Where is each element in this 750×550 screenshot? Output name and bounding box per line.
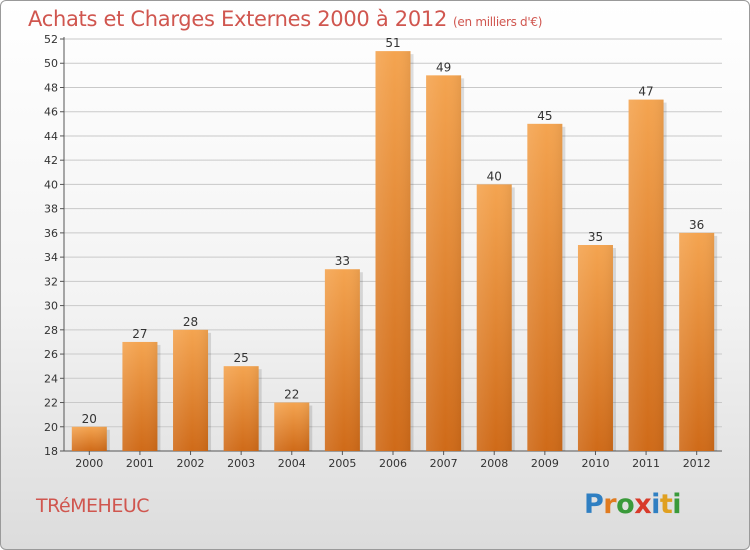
bar-shine [122,341,158,451]
bar-value-label: 40 [487,169,502,183]
bar-value-label: 35 [588,230,603,244]
y-tick-label: 40 [44,178,58,191]
logo-letter: r [603,489,617,520]
x-tick-label: 2011 [632,457,660,470]
bar-value-label: 27 [132,327,147,341]
y-tick-label: 30 [44,300,58,313]
bar-shine [324,269,360,451]
bar-shine [679,232,715,451]
bar-value-label: 22 [284,388,299,402]
commune-name: TRéMEHEUC [36,495,150,517]
x-tick-label: 2010 [581,457,609,470]
bar-value-label: 49 [436,60,451,74]
bar-shine [223,366,259,451]
bar-value-label: 47 [638,85,653,99]
y-tick-label: 32 [44,275,58,288]
bar-value-label: 33 [335,254,350,268]
x-tick-label: 2000 [75,457,103,470]
y-tick-label: 50 [44,57,58,70]
x-tick-label: 2008 [480,457,508,470]
chart-subtitle: (en milliers d'€) [453,15,543,29]
y-tick-label: 42 [44,154,58,167]
chart-title-text: Achats et Charges Externes 2000 à 2012 [28,7,448,31]
x-tick-label: 2006 [379,457,407,470]
bar-shine [71,426,107,451]
y-tick-label: 24 [44,372,58,385]
y-tick-label: 52 [44,33,58,46]
y-tick-label: 20 [44,421,58,434]
bar-shine [476,184,512,452]
bar-shine [173,329,209,451]
y-tick-label: 38 [44,203,58,216]
chart-title: Achats et Charges Externes 2000 à 2012 (e… [28,7,542,31]
labels: 18 20 22 24 26 28 30 32 34 36 38 40 42 44 46 48 50 52 20 20… [44,33,711,470]
bar-shine [628,99,664,452]
logo-letter: i [672,489,682,520]
bar-value-label: 36 [689,218,704,232]
x-tick-label: 2001 [126,457,154,470]
bars [71,51,718,452]
x-tick-label: 2005 [328,457,356,470]
x-tick-label: 2004 [278,457,306,470]
bar-shine [527,123,563,451]
y-tick-label: 34 [44,251,58,264]
x-tick-label: 2009 [531,457,559,470]
bar-shine [274,402,310,451]
y-tick-label: 44 [44,130,58,143]
y-tick-label: 26 [44,348,58,361]
x-tick-label: 2002 [177,457,205,470]
proxiti-logo[interactable]: Proxiti [584,489,682,520]
y-tick-label: 18 [44,445,58,458]
y-tick-label: 36 [44,227,58,240]
x-tick-label: 2003 [227,457,255,470]
logo-letter: o [616,489,635,520]
x-tick-label: 2012 [683,457,711,470]
logo-letter: i [651,489,660,520]
x-tick-label: 2007 [430,457,458,470]
y-tick-label: 46 [44,106,58,119]
bar-value-label: 28 [183,315,198,329]
y-tick-label: 28 [44,324,58,337]
bar-shine [426,75,462,452]
y-tick-label: 22 [44,397,58,410]
bar-value-label: 25 [234,351,249,365]
logo-letter: P [584,489,604,520]
bar-shine [375,51,411,451]
logo-letter: x [634,489,652,520]
bar-shine [577,245,613,451]
bar-value-label: 20 [82,412,97,426]
y-tick-label: 48 [44,81,58,94]
logo-letter: t [659,489,673,520]
bar-value-label: 45 [537,109,552,123]
bar-value-label: 51 [385,36,400,50]
